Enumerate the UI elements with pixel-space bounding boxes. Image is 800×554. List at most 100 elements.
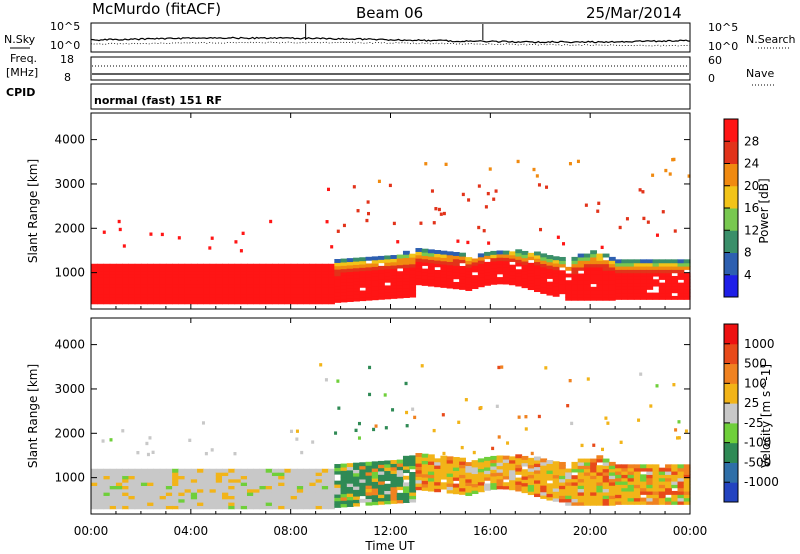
heat-cell (415, 277, 423, 282)
heat-cell (197, 502, 204, 506)
heat-cell (390, 463, 398, 468)
heat-cell (165, 472, 173, 477)
heat-cell (615, 494, 622, 499)
heat-cell (328, 502, 335, 506)
heat-cell (97, 475, 105, 480)
heat-cell (315, 482, 323, 486)
heat-cell (172, 502, 179, 506)
heat-cell (328, 488, 335, 493)
heat-cell (583, 270, 591, 275)
heat-cell (459, 477, 466, 482)
colorbar-tick-label: 100 (744, 376, 767, 390)
heat-cell (534, 469, 541, 474)
heat-cell (246, 505, 254, 510)
heat-cell (346, 473, 354, 478)
heat-cell (633, 477, 641, 482)
heat-cell (109, 472, 117, 477)
heat-cell (640, 490, 647, 495)
heat-cell (396, 284, 404, 289)
heat-cell (140, 270, 148, 275)
heat-cell (153, 297, 161, 301)
heat-cell (490, 459, 498, 464)
heat-cell (253, 485, 261, 490)
heat-cell (128, 495, 136, 500)
heat-cell (540, 461, 548, 466)
heat-cell (521, 479, 529, 484)
heat-cell (203, 472, 211, 477)
heat-cell (608, 471, 616, 476)
heat-cell (640, 477, 647, 482)
heat-cell (409, 290, 417, 295)
heat-cell (321, 482, 329, 486)
heat-cell (621, 265, 629, 270)
heat-cell (253, 297, 261, 301)
heat-cell (184, 263, 192, 268)
heat-cell (103, 293, 111, 298)
heat-cell (172, 468, 179, 473)
heat-cell (509, 463, 516, 467)
heat-cell (440, 257, 448, 262)
heat-cell (215, 472, 223, 477)
heat-cell (409, 253, 417, 258)
heat-cell (577, 266, 585, 271)
colorbar-swatch (724, 343, 738, 365)
heat-cell (608, 461, 616, 466)
heat-cell (296, 293, 304, 298)
heat-cell (427, 275, 435, 280)
heat-cell (442, 211, 446, 216)
heat-cell (396, 291, 404, 296)
heat-cell (209, 485, 217, 490)
heat-cell (584, 203, 588, 207)
heat-cell (109, 498, 117, 503)
heat-cell (602, 296, 610, 301)
heat-cell (209, 267, 217, 272)
heat-cell (527, 286, 535, 291)
heat-cell (315, 287, 323, 291)
heat-cell (222, 273, 229, 278)
heat-cell (527, 272, 535, 277)
heat-cell (627, 285, 635, 290)
heat-cell (446, 258, 454, 262)
heat-cell (537, 183, 541, 187)
heat-cell (552, 461, 560, 466)
heat-cell (172, 475, 179, 480)
heat-cell (165, 482, 173, 486)
heat-cell (590, 263, 598, 268)
heat-cell (402, 277, 410, 282)
heat-cell (346, 476, 354, 481)
heat-cell (546, 486, 554, 491)
heat-cell (627, 494, 635, 499)
heat-cell (506, 441, 510, 445)
heat-cell (246, 280, 254, 285)
heat-cell (540, 286, 548, 291)
heat-cell (565, 293, 573, 298)
heat-cell (303, 300, 310, 305)
heat-cell (178, 478, 186, 483)
heat-cell (652, 295, 660, 300)
heat-cell (378, 295, 385, 300)
heat-cell (477, 283, 485, 288)
heat-cell (633, 289, 641, 294)
heat-cell (434, 471, 442, 476)
heat-cell (159, 485, 167, 490)
heat-cell (608, 283, 616, 288)
heat-cell (571, 283, 579, 288)
heat-cell (253, 287, 261, 291)
heat-cell (677, 269, 685, 274)
heat-cell (577, 256, 585, 261)
heat-cell (421, 463, 429, 468)
heat-cell (253, 300, 261, 305)
heat-cell (615, 477, 622, 482)
heat-cell (496, 280, 504, 285)
heat-cell (147, 482, 154, 486)
heat-cell (596, 471, 604, 476)
noise-sky-trace (90, 36, 691, 44)
heat-cell (515, 259, 523, 264)
heat-cell (384, 487, 392, 492)
heat-cell (340, 476, 348, 481)
heat-cell (203, 263, 211, 268)
heat-cell (368, 365, 372, 370)
y-tick-label: 1000 (54, 266, 85, 280)
heat-cell (253, 482, 261, 486)
heat-cell (303, 482, 310, 486)
